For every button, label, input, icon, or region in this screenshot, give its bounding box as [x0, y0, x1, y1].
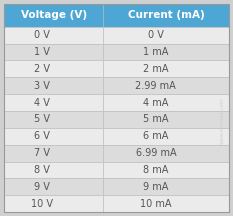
Text: 2.99 mA: 2.99 mA: [135, 81, 176, 91]
Bar: [103, 111, 229, 128]
Bar: [103, 178, 229, 195]
Text: 8 mA: 8 mA: [143, 165, 168, 175]
Text: 6 mA: 6 mA: [143, 131, 168, 141]
Bar: [103, 128, 229, 145]
Text: 10 mA: 10 mA: [140, 199, 171, 209]
Bar: [103, 4, 229, 27]
Text: 2 V: 2 V: [34, 64, 50, 74]
Bar: [4, 145, 103, 162]
Bar: [4, 43, 103, 60]
Text: 7 V: 7 V: [34, 148, 50, 158]
Bar: [4, 195, 103, 212]
Text: www.ohmlaw.com: www.ohmlaw.com: [220, 97, 225, 145]
Text: 10 V: 10 V: [31, 199, 53, 209]
Bar: [103, 195, 229, 212]
Text: 0 V: 0 V: [148, 30, 164, 40]
Bar: [103, 94, 229, 111]
Text: 4 mA: 4 mA: [143, 97, 168, 108]
Text: Voltage (V): Voltage (V): [21, 10, 87, 20]
Text: 6.99 mA: 6.99 mA: [136, 148, 176, 158]
Text: 1 mA: 1 mA: [143, 47, 168, 57]
Bar: [4, 60, 103, 77]
Text: 1 V: 1 V: [34, 47, 50, 57]
Bar: [4, 178, 103, 195]
Text: Current (mA): Current (mA): [127, 10, 204, 20]
Bar: [4, 4, 103, 27]
Bar: [4, 128, 103, 145]
Bar: [103, 60, 229, 77]
Bar: [4, 94, 103, 111]
Text: 0 V: 0 V: [34, 30, 50, 40]
Bar: [103, 43, 229, 60]
Bar: [103, 77, 229, 94]
Text: 5 V: 5 V: [34, 114, 50, 124]
Bar: [103, 27, 229, 43]
Text: 6 V: 6 V: [34, 131, 50, 141]
Bar: [103, 145, 229, 162]
Text: 4 V: 4 V: [34, 97, 50, 108]
Text: 5 mA: 5 mA: [143, 114, 169, 124]
Bar: [4, 27, 103, 43]
Text: 8 V: 8 V: [34, 165, 50, 175]
Bar: [4, 111, 103, 128]
Bar: [103, 162, 229, 178]
Text: 9 V: 9 V: [34, 182, 50, 192]
Bar: [4, 162, 103, 178]
Bar: [4, 77, 103, 94]
Text: 2 mA: 2 mA: [143, 64, 169, 74]
Text: 9 mA: 9 mA: [143, 182, 168, 192]
Text: 3 V: 3 V: [34, 81, 50, 91]
